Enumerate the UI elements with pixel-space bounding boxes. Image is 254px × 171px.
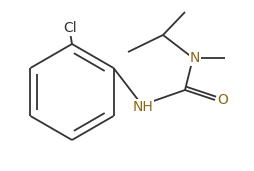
Text: NH: NH [133, 100, 153, 114]
Text: N: N [190, 51, 200, 65]
Text: Cl: Cl [63, 21, 77, 35]
Text: O: O [218, 93, 228, 107]
